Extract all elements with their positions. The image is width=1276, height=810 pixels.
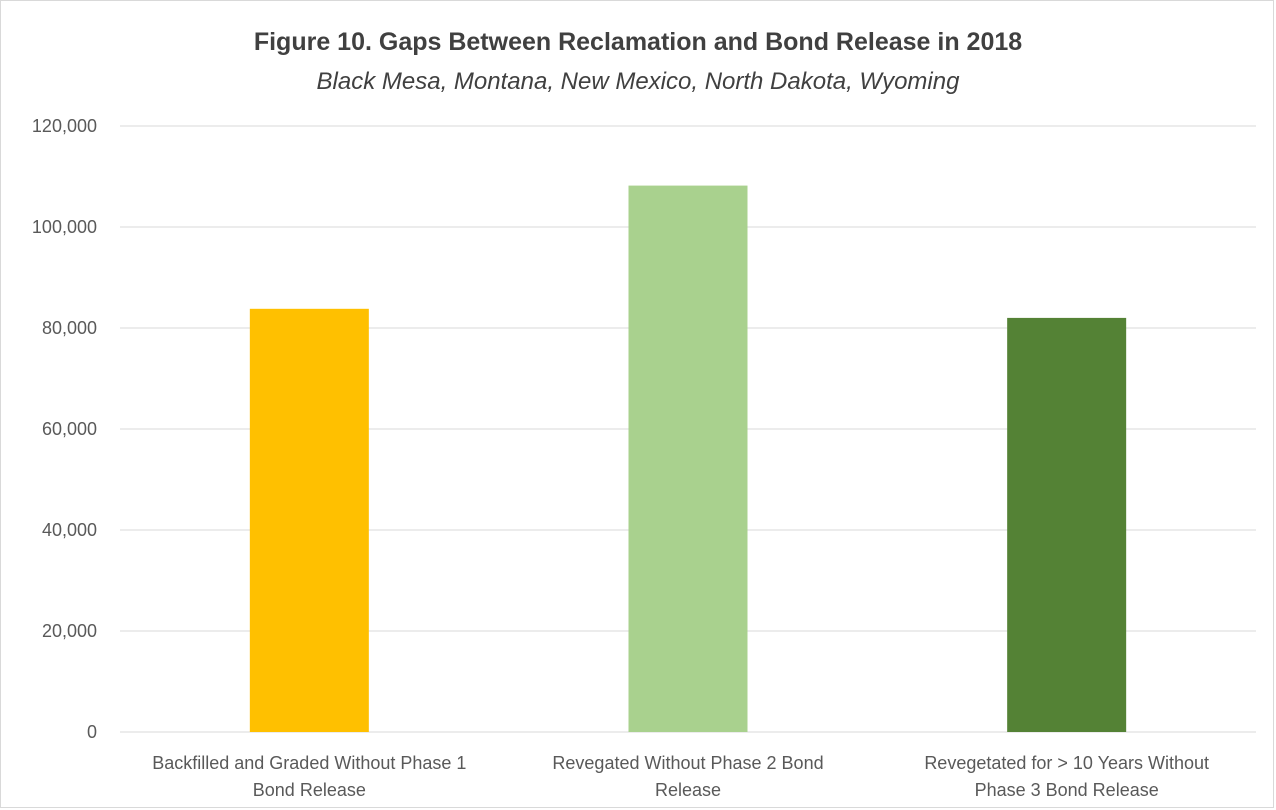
x-tick-label: Release [655, 780, 721, 800]
y-tick-label: 80,000 [42, 318, 97, 338]
bar [249, 308, 369, 732]
x-tick-label: Bond Release [253, 780, 366, 800]
y-axis-ticks: 0 20,000 40,000 60,000 80,000 100,000 120,000 [32, 116, 97, 742]
y-tick-label: 60,000 [42, 419, 97, 439]
y-tick-label: 0 [87, 722, 97, 742]
y-tick-label: 20,000 [42, 621, 97, 641]
x-axis-labels: Backfilled and Graded Without Phase 1 Bon… [152, 753, 1209, 800]
y-tick-label: 100,000 [32, 217, 97, 237]
chart-title: Figure 10. Gaps Between Reclamation and … [253, 28, 1023, 56]
x-tick-label: Revegated Without Phase 2 Bond [552, 753, 823, 773]
chart-subtitle: Black Mesa, Montana, New Mexico, North D… [316, 68, 960, 95]
y-tick-label: 120,000 [32, 116, 97, 136]
bar [628, 185, 748, 733]
bars [249, 185, 1127, 733]
x-tick-label: Revegetated for > 10 Years Without [924, 753, 1209, 773]
bar [1007, 317, 1127, 732]
x-tick-label: Phase 3 Bond Release [975, 780, 1159, 800]
x-tick-label: Backfilled and Graded Without Phase 1 [152, 753, 466, 773]
y-tick-label: 40,000 [42, 520, 97, 540]
